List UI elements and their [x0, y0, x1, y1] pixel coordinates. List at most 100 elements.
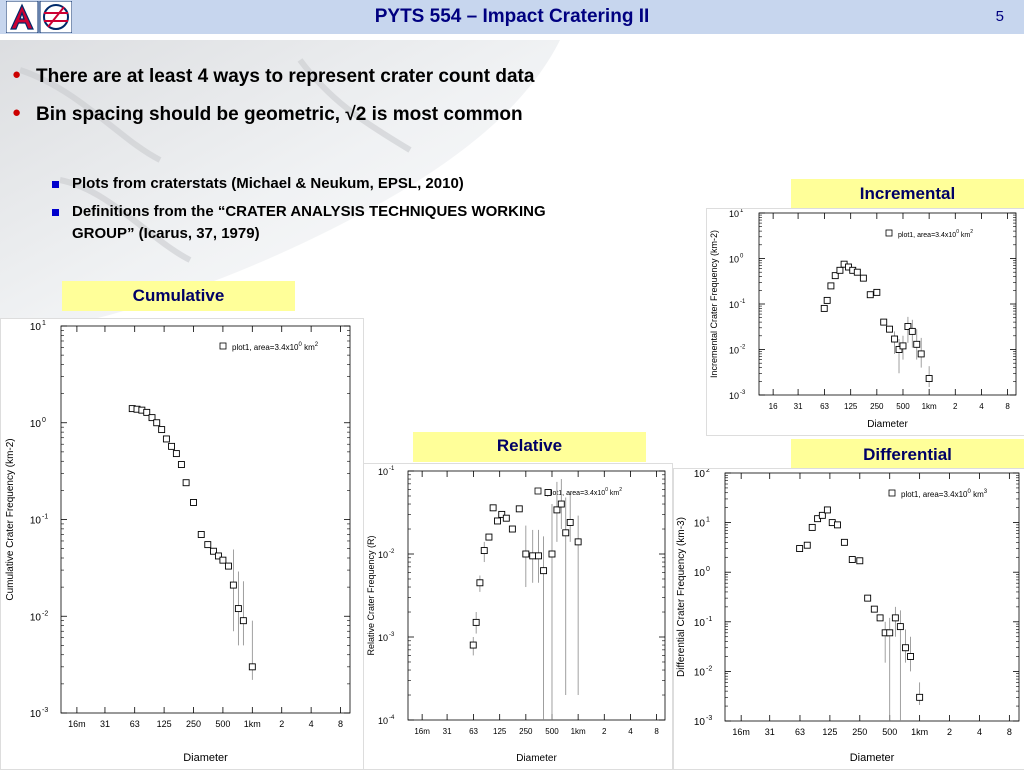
y-tick-label: 10 [729, 391, 739, 401]
data-point [219, 556, 227, 564]
cumulative-chart: 10 1 10 0 10 -1 10 -2 10 -3 16m 31 63 125 250 500 1km 2 4 8… [0, 318, 364, 770]
x-tick-label: 1km [571, 727, 586, 736]
data-point [907, 653, 914, 660]
data-point [158, 426, 166, 434]
x-tick-label: 1km [922, 402, 937, 411]
x-tick-label: 1km [244, 719, 261, 729]
legend-text: plot1, area=3.4x100 km2 [232, 342, 319, 352]
header-bar: PYTS 554 – Impact Cratering II 5 [0, 0, 1024, 36]
x-axis-label: Diameter [516, 753, 557, 764]
data-point [566, 518, 574, 526]
data-point [895, 346, 903, 353]
y-tick-exponent: -2 [740, 345, 746, 351]
y-tick-exponent: 0 [706, 566, 710, 573]
x-tick-label: 31 [794, 402, 803, 411]
data-point [823, 296, 831, 304]
y-tick-exponent: 1 [740, 209, 744, 214]
legend-marker [888, 489, 896, 497]
data-point [891, 614, 899, 622]
x-tick-label: 500 [882, 727, 897, 737]
data-point [508, 525, 516, 533]
legend-marker [219, 342, 227, 350]
data-point [209, 547, 217, 555]
data-point [896, 623, 904, 631]
label-differential: Differential [791, 439, 1024, 471]
x-tick-label: 250 [519, 727, 533, 736]
y-axis-label: Differential Crater Frequency (km-3) [676, 517, 687, 677]
x-tick-label: 125 [493, 727, 507, 736]
y-tick-exponent: 1 [42, 320, 46, 327]
x-tick-label: 500 [215, 719, 230, 729]
y-tick-label: 10 [729, 300, 739, 310]
bullet-dot-icon: ● [12, 104, 22, 121]
y-tick-label: 10 [378, 716, 388, 726]
plot-frame [758, 212, 1017, 396]
y-tick-label: 10 [729, 209, 739, 219]
x-tick-label: 31 [765, 727, 775, 737]
data-point [866, 291, 874, 299]
data-point [535, 552, 542, 560]
x-tick-label: 1km [911, 727, 928, 737]
x-tick-label: 8 [1005, 402, 1010, 411]
label-cumulative: Cumulative [62, 281, 295, 311]
slide-title: PYTS 554 – Impact Cratering II [374, 6, 650, 27]
y-tick-label: 10 [378, 467, 388, 477]
y-tick-label: 10 [30, 322, 42, 333]
y-tick-exponent: -1 [706, 616, 712, 623]
x-tick-label: 63 [820, 402, 829, 411]
plot-frame [60, 325, 351, 714]
data-point [886, 325, 893, 333]
data-point [544, 489, 552, 496]
data-point [864, 594, 872, 602]
y-tick-label: 10 [729, 346, 739, 356]
y-tick-label: 10 [694, 667, 706, 678]
x-tick-label: 31 [443, 727, 452, 736]
data-point [540, 567, 548, 575]
y-tick-exponent: 1 [706, 517, 710, 524]
data-point [515, 505, 523, 513]
data-point [880, 318, 888, 326]
data-point [856, 557, 864, 565]
data-point [886, 629, 894, 637]
x-tick-label: 2 [947, 727, 952, 737]
x-tick-label: 500 [896, 402, 910, 411]
data-point [913, 340, 921, 348]
y-tick-exponent: -1 [389, 466, 395, 472]
y-tick-label: 10 [694, 618, 706, 629]
x-tick-label: 500 [545, 727, 559, 736]
x-tick-label: 63 [130, 719, 140, 729]
y-axis-label: Incremental Crater Frequency (km-2) [709, 230, 719, 378]
incremental-chart: 10 1 10 0 10 -1 10 -2 10 -3 16 31 63 125 250 500 1km 2 4 8 D… [706, 208, 1024, 436]
data-point [908, 327, 916, 335]
data-point [498, 510, 506, 518]
square-bullet-icon [52, 181, 59, 188]
x-tick-label: 63 [469, 727, 478, 736]
sub-bullet-text: Definitions from the “CRATER ANALYSIS TE… [72, 203, 546, 242]
data-point [848, 556, 856, 563]
sub-bullet-text: Plots from craterstats (Michael & Neukum… [72, 175, 464, 192]
data-point [476, 579, 484, 587]
data-point [925, 375, 933, 382]
university-logo-icon [6, 1, 72, 33]
data-point [916, 693, 924, 701]
y-tick-label: 10 [30, 709, 42, 720]
data-point [162, 435, 170, 443]
x-tick-label: 63 [795, 727, 805, 737]
data-point [899, 342, 907, 350]
data-point [168, 442, 176, 450]
data-point [557, 500, 565, 508]
data-point [840, 538, 848, 546]
data-point [876, 614, 884, 622]
x-tick-label: 4 [309, 719, 314, 729]
y-tick-exponent: -1 [740, 299, 746, 305]
y-tick-label: 10 [694, 519, 706, 530]
data-point [225, 562, 232, 570]
data-point [182, 479, 190, 487]
data-point [823, 506, 831, 514]
data-point [836, 266, 844, 274]
data-point [902, 644, 909, 652]
x-tick-label: 250 [870, 402, 884, 411]
y-tick-exponent: -3 [740, 390, 746, 396]
